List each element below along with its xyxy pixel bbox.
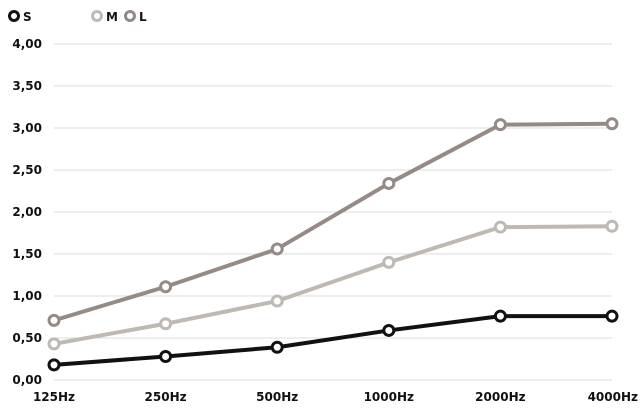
data-point: [493, 309, 507, 323]
y-tick-label: 2,50: [12, 163, 42, 177]
series-s: [47, 309, 619, 372]
data-point: [382, 323, 396, 337]
y-axis-ticks: 0,00 0,50 1,00 1,50 2,00 2,50 3,00 3,50 4,00: [12, 37, 42, 387]
legend-label: L: [139, 10, 147, 24]
x-tick-label: 500Hz: [256, 390, 298, 404]
x-tick-label: 250Hz: [145, 390, 187, 404]
legend-label: S: [23, 10, 32, 24]
data-point: [47, 313, 61, 327]
data-point: [493, 118, 507, 132]
y-tick-label: 0,50: [12, 331, 42, 345]
y-tick-label: 3,00: [12, 121, 42, 135]
legend-label: M: [106, 10, 118, 24]
data-point: [270, 294, 284, 308]
y-tick-label: 1,00: [12, 289, 42, 303]
series-l: [47, 117, 619, 327]
y-tick-label: 1,50: [12, 247, 42, 261]
series-m: [47, 219, 619, 351]
x-tick-label: 1000Hz: [364, 390, 414, 404]
data-point: [605, 309, 619, 323]
data-point: [605, 219, 619, 233]
legend-marker: [91, 10, 103, 22]
y-tick-label: 2,00: [12, 205, 42, 219]
legend-item-s: S: [8, 10, 32, 24]
series-line: [52, 224, 614, 346]
x-tick-label: 125Hz: [33, 390, 75, 404]
data-point: [605, 117, 619, 131]
legend-marker: [8, 10, 20, 22]
data-point: [159, 317, 173, 331]
y-tick-label: 4,00: [12, 37, 42, 51]
x-tick-label: 2000Hz: [475, 390, 525, 404]
data-point: [159, 280, 173, 294]
data-point: [270, 242, 284, 256]
data-point: [382, 176, 396, 190]
legend-item-l: L: [124, 10, 147, 24]
legend-marker: [124, 10, 136, 22]
data-point: [270, 340, 284, 354]
data-point: [47, 358, 61, 372]
x-tick-label: 4000Hz: [588, 390, 638, 404]
series-line: [52, 314, 614, 367]
y-tick-label: 0,00: [12, 373, 42, 387]
data-point: [382, 255, 396, 269]
data-point: [159, 349, 173, 363]
data-point: [493, 220, 507, 234]
x-axis-ticks: 125Hz 250Hz 500Hz 1000Hz 2000Hz 4000Hz: [33, 390, 638, 404]
series-group: [47, 117, 619, 372]
grid-lines: [54, 43, 612, 381]
data-point: [47, 337, 61, 351]
series-line: [52, 121, 614, 323]
y-tick-label: 3,50: [12, 79, 42, 93]
legend-item-m: M: [91, 10, 118, 24]
